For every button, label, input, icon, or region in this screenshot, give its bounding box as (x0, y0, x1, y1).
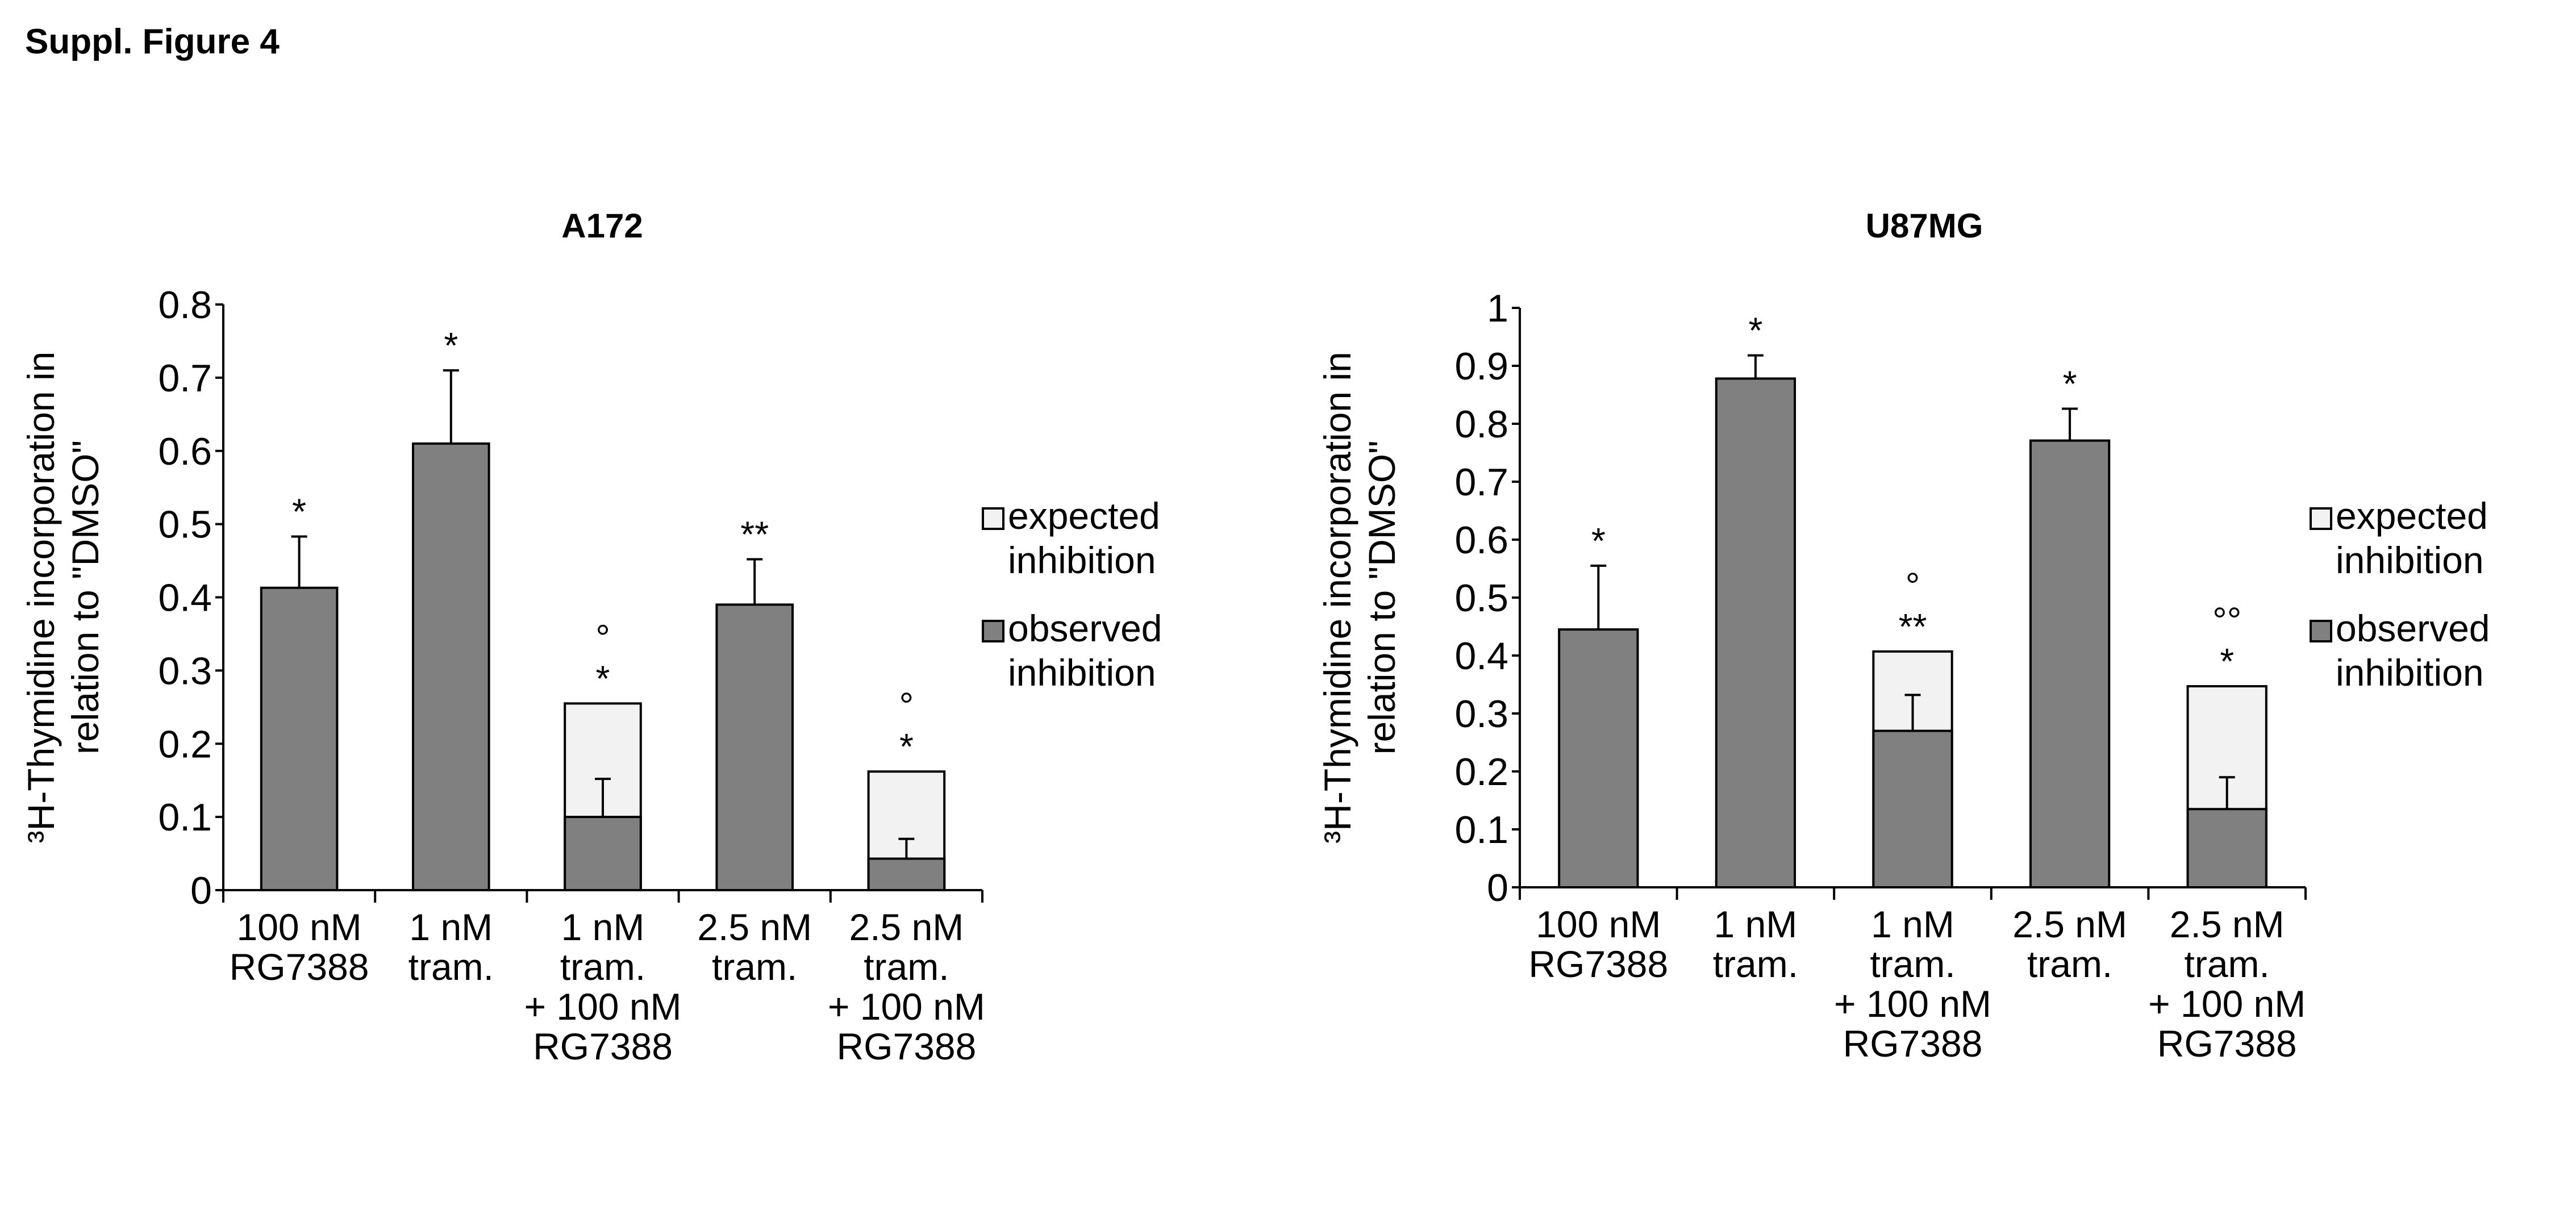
legend-label: inhibition (1008, 652, 1156, 694)
y-tick-label: 0.6 (158, 430, 212, 473)
x-tick-label: RG7388 (2157, 1022, 2297, 1065)
figure-title: Suppl. Figure 4 (25, 22, 280, 61)
legend-swatch-observed (982, 620, 1004, 642)
y-tick-label: 0.6 (1454, 519, 1508, 562)
chart-a172: A172 ³H-Thymidine incorporation in relatio… (20, 207, 1162, 1067)
legend-label: inhibition (1008, 539, 1156, 581)
y-axis-label: ³H-Thymidine incorporation in relation to… (20, 352, 106, 844)
x-tick-label: RG7388 (836, 1025, 976, 1067)
chart-u87mg: U87MG ³H-Thymidine incorporation in relati… (1316, 207, 2490, 1065)
x-tick-label: 1 nM (1714, 903, 1798, 945)
significance-mark: ° (899, 685, 914, 726)
y-axis-label-line2: relation to "DMSO" (1361, 440, 1403, 754)
legend-swatch-expected (982, 507, 1004, 530)
y-tick-label: 0.3 (1454, 692, 1508, 736)
y-tick-label: 0.5 (1454, 577, 1508, 620)
y-tick-label: 0 (1487, 866, 1508, 909)
y-tick-label: 0.9 (1454, 345, 1508, 388)
bar-observed (1558, 628, 1639, 888)
x-tick-label: 2.5 nM (697, 906, 812, 948)
y-axis-label-line1: ³H-Thymidine incorporation in (1316, 352, 1358, 844)
x-tick-label: tram. (2185, 943, 2270, 985)
y-tick-label: 1 (1487, 287, 1508, 330)
significance-mark: * (1748, 310, 1762, 351)
significance-mark: * (1591, 520, 1606, 561)
significance-mark: °° (2212, 600, 2241, 641)
x-tick-label: tram. (864, 946, 949, 988)
x-tick-label: RG7388 (1528, 943, 1668, 985)
x-tick-label: tram. (409, 946, 494, 988)
y-axis-label: ³H-Thymidine incorporation in relation to… (1316, 352, 1403, 844)
y-tick-label: 0.3 (158, 649, 212, 692)
y-tick-label: 0.4 (158, 577, 212, 620)
x-tick-label: 1 nM (1871, 903, 1954, 945)
y-tick-label: 0.4 (1454, 635, 1508, 678)
chart-title: A172 (561, 207, 643, 245)
bar-observed (412, 442, 490, 891)
x-tick-label: 1 nM (409, 906, 493, 948)
x-tick-label: tram. (2027, 943, 2112, 985)
bar-observed (2029, 439, 2111, 888)
legend-swatch-observed (2310, 620, 2332, 642)
y-axis-label-line1: ³H-Thymidine incorporation in (20, 352, 62, 844)
x-tick-label: + 100 nM (2148, 983, 2306, 1025)
x-tick-label: 2.5 nM (2012, 903, 2127, 945)
x-tick-label: RG7388 (230, 946, 369, 988)
significance-mark: * (596, 658, 610, 699)
x-tick-label: tram. (560, 946, 645, 988)
y-axis-label-line2: relation to "DMSO" (64, 440, 106, 754)
legend-swatch-expected (2310, 507, 2332, 530)
bar-observed (715, 603, 794, 891)
significance-mark: ** (740, 514, 769, 554)
bar-observed (867, 857, 946, 891)
significance-mark: ° (595, 617, 610, 658)
y-tick-label: 0.7 (158, 357, 212, 400)
x-tick-label: 100 nM (237, 906, 362, 948)
significance-mark: ° (1906, 565, 1920, 606)
legend-label: expected (2336, 495, 2488, 537)
y-tick-label: 0.1 (1454, 808, 1508, 852)
bar-observed (2186, 808, 2267, 889)
legend-label: inhibition (2336, 652, 2484, 694)
x-tick-label: + 100 nM (828, 986, 985, 1028)
y-tick-label: 0.1 (158, 796, 212, 839)
y-tick-label: 0.2 (1454, 750, 1508, 794)
x-tick-label: tram. (712, 946, 797, 988)
legend-label: expected (1008, 495, 1160, 537)
y-tick-label: 0.5 (158, 503, 212, 546)
y-tick-label: 0.7 (1454, 461, 1508, 504)
legend-label: inhibition (2336, 539, 2484, 581)
x-tick-label: 100 nM (1536, 903, 1661, 945)
legend-label: observed (2336, 607, 2490, 649)
bar-observed (1872, 729, 1953, 888)
x-tick-label: 2.5 nM (2170, 903, 2285, 945)
x-tick-label: + 100 nM (524, 986, 681, 1028)
x-tick-label: tram. (1713, 943, 1798, 985)
x-tick-label: 2.5 nM (849, 906, 964, 948)
x-tick-label: 1 nM (561, 906, 645, 948)
bar-observed (260, 586, 339, 891)
significance-mark: * (444, 325, 458, 366)
chart-title: U87MG (1866, 207, 1983, 245)
significance-mark: ** (1899, 606, 1927, 647)
bar-observed (564, 816, 642, 891)
significance-mark: * (2220, 641, 2234, 682)
x-tick-label: tram. (1870, 943, 1955, 985)
y-tick-label: 0 (190, 869, 212, 912)
x-tick-label: + 100 nM (1834, 983, 1991, 1025)
significance-mark: * (899, 726, 914, 767)
significance-mark: * (2063, 363, 2077, 404)
y-tick-label: 0.8 (158, 283, 212, 327)
x-tick-label: RG7388 (533, 1025, 673, 1067)
y-tick-label: 0.8 (1454, 403, 1508, 446)
bar-observed (1715, 377, 1796, 888)
legend-label: observed (1008, 607, 1162, 649)
significance-mark: * (292, 491, 306, 532)
y-tick-label: 0.2 (158, 723, 212, 766)
x-tick-label: RG7388 (1843, 1022, 1983, 1065)
